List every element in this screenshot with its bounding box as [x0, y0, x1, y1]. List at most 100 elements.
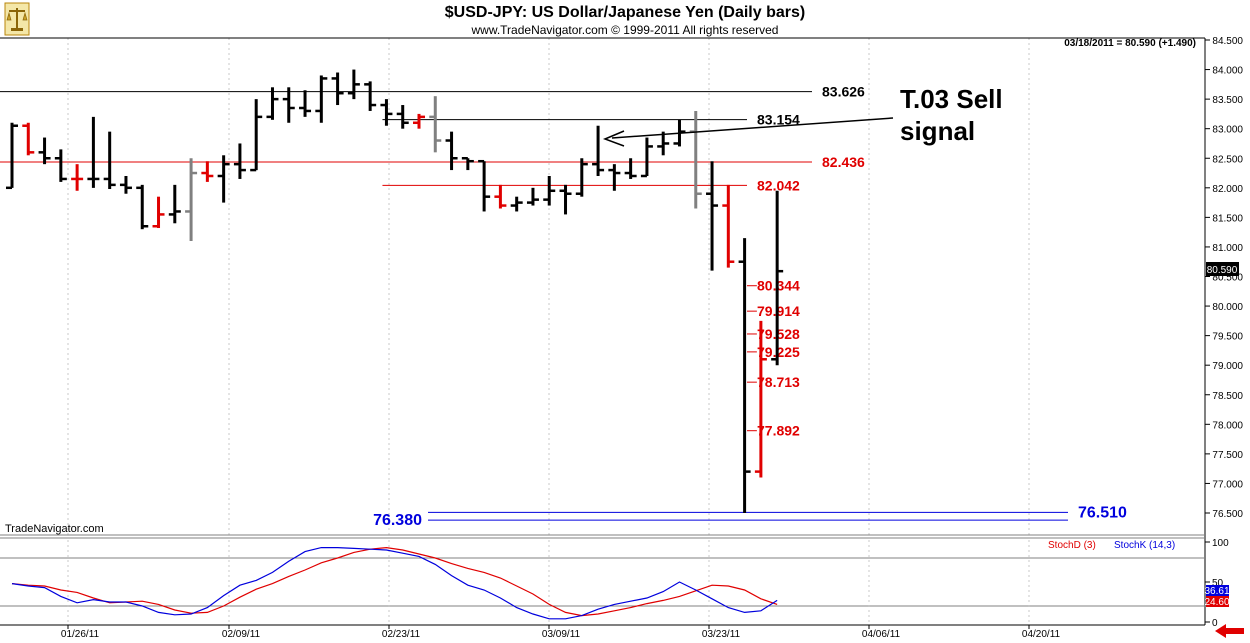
price-tick-label-6: 81.500 — [1212, 213, 1243, 224]
ohlc-bar-28 — [461, 157, 474, 171]
price-readout: 03/18/2011 = 80.590 (+1.490) — [1064, 38, 1196, 49]
price-tick-label-12: 78.500 — [1212, 391, 1243, 402]
ohlc-bar-47 — [771, 190, 784, 366]
price-tick-label-9: 80.000 — [1212, 302, 1243, 313]
left-arrow-icon[interactable] — [1215, 624, 1244, 638]
time-tick-label-4: 03/23/11 — [702, 629, 741, 640]
stochd-readout-tag: 24.60 — [1204, 596, 1230, 608]
ohlc-bar-29 — [478, 159, 491, 212]
time-tick-label-0: 01/26/11 — [61, 629, 100, 640]
sell-signal-annotation-line1: T.03 Sell — [900, 84, 1003, 114]
ohlc-bar-38 — [624, 158, 637, 179]
ohlc-bar-0 — [6, 122, 18, 190]
ohlc-bar-33 — [543, 175, 556, 206]
price-tick-label-8: 80.500 — [1212, 273, 1243, 284]
ohlc-bar-43 — [706, 161, 719, 271]
stochk-readout-tag: 36.61 — [1204, 585, 1230, 597]
ohlc-bar-40 — [657, 131, 670, 156]
ohlc-bar-34 — [559, 184, 572, 215]
ohlc-bar-23 — [380, 99, 393, 126]
ohlc-bar-4 — [71, 164, 84, 191]
price-tick-label-7: 81.000 — [1212, 243, 1243, 254]
ohlc-bar-13 — [217, 155, 230, 203]
time-tick-label-2: 02/23/11 — [382, 629, 421, 640]
ohlc-bar-7 — [119, 175, 132, 194]
ohlc-bar-27 — [445, 131, 458, 171]
ohlc-bar-44 — [722, 184, 735, 268]
stoch-tick-label-2: 0 — [1212, 618, 1218, 629]
ohlc-bar-22 — [364, 81, 377, 111]
price-tick-label-14: 77.500 — [1212, 450, 1243, 461]
stoch-series-0 — [11, 546, 778, 617]
ohlc-bar-17 — [282, 87, 295, 123]
price-tick-label-2: 83.500 — [1212, 95, 1243, 106]
ohlc-bar-15 — [250, 99, 263, 172]
ohlc-bar-1 — [22, 122, 35, 156]
ohlc-bar-10 — [168, 184, 181, 224]
ohlc-bar-3 — [54, 149, 67, 182]
stoch-tick-label-1: 50 — [1212, 578, 1224, 589]
price-tick-label-0: 84.500 — [1212, 36, 1243, 47]
ohlc-bar-46 — [754, 320, 767, 478]
ohlc-bar-24 — [396, 105, 409, 129]
stochastic-grid — [0, 540, 1205, 625]
price-tick-label-13: 78.000 — [1212, 420, 1243, 431]
price-tick-label-3: 83.000 — [1212, 125, 1243, 136]
time-tick-label-6: 04/20/11 — [1022, 629, 1061, 640]
level-label-2: 82.436 — [822, 154, 865, 170]
ohlc-bar-5 — [87, 116, 100, 188]
stochd-readout: 24.60 — [1204, 597, 1229, 608]
ohlc-bar-31 — [510, 196, 523, 212]
level-label-10: 76.510 — [1078, 504, 1127, 521]
ohlc-bar-8 — [136, 184, 149, 230]
price-tick-label-15: 77.000 — [1212, 479, 1243, 490]
sell-signal-annotation-line2: signal — [900, 116, 975, 146]
price-tick-label-4: 82.500 — [1212, 154, 1243, 165]
ohlc-bar-9 — [152, 196, 165, 229]
price-tick-label-16: 76.500 — [1212, 509, 1243, 520]
level-label-0: 83.626 — [822, 84, 865, 100]
ohlc-bar-30 — [494, 184, 507, 209]
level-label-8: 78.713 — [757, 374, 800, 390]
legend-stochk: StochK (14,3) — [1114, 540, 1175, 551]
ohlc-bar-19 — [315, 75, 328, 123]
legend-stochd: StochD (3) — [1048, 540, 1096, 551]
copyright-subtitle: www.TradeNavigator.com © 1999-2011 All r… — [471, 23, 779, 37]
level-label-3: 82.042 — [757, 177, 800, 193]
price-tick-label-10: 79.500 — [1212, 332, 1243, 343]
ohlc-bar-14 — [233, 143, 246, 179]
ohlc-bar-35 — [575, 158, 588, 197]
stochastic-axis-ticks: 100 50 0 — [1205, 538, 1229, 629]
level-label-11: 76.380 — [373, 512, 422, 529]
price-tick-label-5: 82.000 — [1212, 184, 1243, 195]
time-axis-ticks: 01/26/11 02/09/11 02/23/11 03/09/11 03/23/11… — [61, 625, 1061, 640]
ohlc-bar-11 — [185, 158, 198, 242]
ohlc-bar-39 — [640, 137, 653, 178]
ohlc-bar-16 — [266, 87, 279, 120]
scales-icon[interactable] — [4, 2, 30, 36]
ohlc-bar-20 — [331, 72, 344, 106]
ohlc-bar-2 — [38, 137, 51, 165]
time-tick-label-5: 04/06/11 — [862, 629, 901, 640]
ohlc-bar-26 — [429, 96, 442, 153]
price-tick-label-11: 79.000 — [1212, 361, 1243, 372]
ohlc-bar-45 — [738, 238, 751, 513]
ohlc-bar-18 — [299, 90, 312, 117]
ohlc-bar-25 — [413, 113, 425, 129]
stoch-series-1 — [11, 546, 778, 620]
watermark: TradeNavigator.com — [5, 523, 104, 535]
price-axis-ticks: 84.500 84.000 83.500 83.000 82.500 82.000 81.5… — [1205, 36, 1243, 520]
time-tick-label-3: 03/09/11 — [542, 629, 581, 640]
ohlc-bar-32 — [526, 187, 539, 206]
ohlc-bars — [6, 69, 784, 513]
ohlc-bar-36 — [592, 125, 605, 176]
stochastic-lines — [11, 546, 778, 620]
ohlc-bar-21 — [347, 69, 360, 100]
last-price-tag: 80.590 — [1206, 262, 1239, 276]
ohlc-bar-6 — [103, 131, 116, 189]
chart-title: $USD-JPY: US Dollar/Japanese Yen (Daily … — [445, 4, 805, 21]
level-label-9: 77.892 — [757, 423, 800, 439]
stoch-tick-label-0: 100 — [1212, 538, 1229, 549]
